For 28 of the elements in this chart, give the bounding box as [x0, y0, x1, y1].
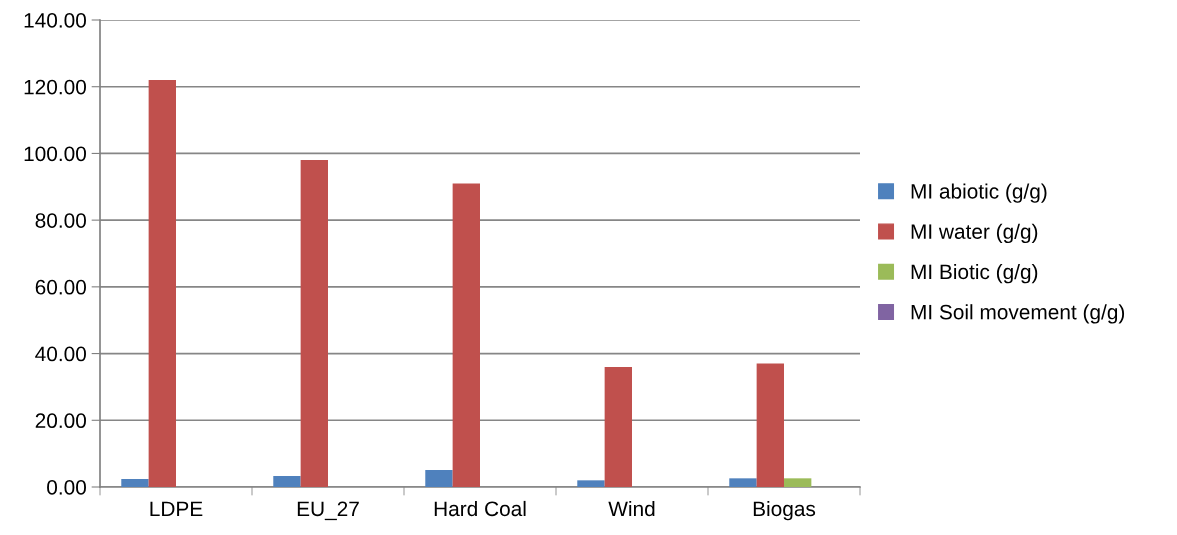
y-tick-label: 100.00 [24, 146, 86, 162]
bar [577, 480, 605, 487]
y-tick-label: 20.00 [35, 413, 86, 429]
x-tick-label: EU_27 [297, 501, 359, 521]
legend-label: MI Soil movement (g/g) [911, 304, 1125, 324]
y-tick-label: 120.00 [24, 79, 86, 95]
bar [784, 478, 812, 487]
bar [273, 475, 301, 487]
bar [452, 183, 480, 487]
bar [300, 160, 328, 487]
y-tick-label: 60.00 [35, 279, 86, 295]
x-tick-label: Hard Coal [434, 500, 526, 517]
x-tick-label: Wind [608, 500, 655, 517]
bar [121, 478, 149, 487]
bar [756, 363, 784, 487]
bar [604, 366, 632, 487]
bar [148, 80, 176, 487]
y-tick-label: 40.00 [35, 346, 86, 362]
legend-label: MI water (g/g) [911, 223, 1038, 244]
y-tick-label: 0.00 [47, 480, 86, 495]
y-tick-label: 140.00 [24, 13, 86, 28]
legend-label: MI abiotic (g/g) [911, 183, 1047, 203]
bar [729, 478, 757, 487]
x-tick-label: Biogas [753, 500, 816, 521]
x-tick-label: LDPE [150, 501, 203, 516]
bar [425, 469, 453, 487]
legend-label: MI Biotic (g/g) [911, 263, 1038, 284]
y-tick-label: 80.00 [35, 213, 86, 228]
